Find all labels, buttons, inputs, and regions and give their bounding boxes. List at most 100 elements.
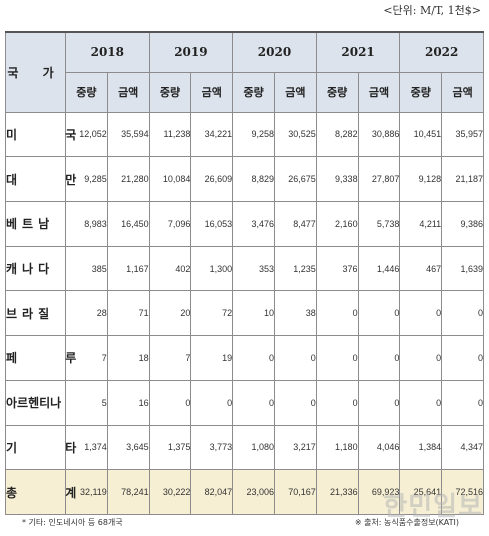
amount-cell: 30,525 — [273, 111, 317, 158]
amount-cell: 1,639 — [441, 245, 484, 292]
table-row: 미 국 12,052 35,594 11,238 34,221 9,258 30,525 8,… — [5, 111, 484, 158]
volume-cell: 0 — [315, 290, 359, 337]
country-name: 미 국 — [5, 111, 76, 158]
year-header-2019: 2019 — [148, 31, 234, 73]
amount-cell: 0 — [273, 335, 317, 381]
amount-cell: 0 — [190, 379, 234, 426]
country-name: 총 계 — [5, 469, 76, 515]
amount-cell: 19 — [190, 335, 234, 381]
volume-cell: 353 — [232, 245, 275, 292]
amount-cell: 8,477 — [273, 200, 317, 247]
country-name: 페 루 — [5, 335, 76, 381]
volume-cell: 3,476 — [232, 200, 275, 247]
footnote-source: ※ 출처: 농식품수출정보(KATI) — [354, 518, 459, 527]
country-name: 대 만 — [5, 156, 76, 202]
volume-cell: 0 — [315, 379, 359, 426]
amount-cell: 26,609 — [190, 156, 234, 202]
amount-cell: 70,167 — [273, 469, 317, 515]
volume-cell: 25,641 — [399, 469, 443, 515]
volume-cell: 1,180 — [315, 424, 359, 471]
volume-cell: 0 — [399, 379, 443, 426]
volume-cell: 7 — [148, 335, 192, 381]
amount-cell: 1,167 — [106, 245, 150, 292]
table-row: 브라질 28 71 20 72 10 38 0 0 0 0 — [5, 290, 484, 337]
table-row: 베트남 8,983 16,450 7,096 16,053 3,476 8,477 2,160… — [5, 200, 484, 247]
volume-cell: 1,080 — [232, 424, 275, 471]
amount-cell: 38 — [273, 290, 317, 337]
amount-cell: 26,675 — [273, 156, 317, 202]
volume-cell: 32,119 — [65, 469, 108, 515]
volume-cell: 385 — [65, 245, 108, 292]
amount-cell: 1,300 — [190, 245, 234, 292]
volume-cell: 0 — [315, 335, 359, 381]
amount-cell: 34,221 — [190, 111, 234, 158]
unit-label: <단위: M/T, 1천$> — [383, 4, 481, 17]
volume-cell: 0 — [399, 290, 443, 337]
volume-cell: 2,160 — [315, 200, 359, 247]
volume-header: 중량 — [65, 71, 108, 113]
amount-header: 금액 — [273, 71, 317, 113]
amount-cell: 71 — [106, 290, 150, 337]
amount-cell: 35,957 — [441, 111, 484, 158]
watermark-logo: 한민일보 — [383, 492, 483, 522]
country-column-header: 국 가 — [5, 31, 66, 113]
volume-cell: 8,282 — [315, 111, 359, 158]
amount-cell: 1,235 — [273, 245, 317, 292]
amount-cell: 82,047 — [190, 469, 234, 515]
amount-cell: 1,446 — [357, 245, 401, 292]
total-row: 총 계 32,119 78,241 30,222 82,047 23,006 70,167 2… — [5, 469, 484, 515]
volume-cell: 11,238 — [148, 111, 192, 158]
volume-cell: 9,258 — [232, 111, 275, 158]
volume-cell: 0 — [148, 379, 192, 426]
year-header-2020: 2020 — [232, 31, 317, 73]
country-name: 베트남 — [5, 200, 66, 247]
volume-header: 중량 — [232, 71, 275, 113]
year-header-2018: 2018 — [65, 31, 150, 73]
volume-cell: 8,829 — [232, 156, 275, 202]
volume-cell: 467 — [399, 245, 443, 292]
amount-cell: 16 — [106, 379, 150, 426]
amount-cell: 16,450 — [106, 200, 150, 247]
amount-cell: 72 — [190, 290, 234, 337]
volume-header: 중량 — [315, 71, 359, 113]
amount-cell: 0 — [357, 335, 401, 381]
volume-cell: 9,338 — [315, 156, 359, 202]
volume-header: 중량 — [399, 71, 443, 113]
amount-cell: 27,807 — [357, 156, 401, 202]
volume-cell: 30,222 — [148, 469, 192, 515]
amount-cell: 21,280 — [106, 156, 150, 202]
volume-cell: 20 — [148, 290, 192, 337]
amount-cell: 4,046 — [357, 424, 401, 471]
amount-cell: 0 — [441, 290, 484, 337]
volume-cell: 376 — [315, 245, 359, 292]
amount-cell: 30,886 — [357, 111, 401, 158]
volume-cell: 1,375 — [148, 424, 192, 471]
amount-cell: 78,241 — [106, 469, 150, 515]
amount-cell: 16,053 — [190, 200, 234, 247]
amount-header: 금액 — [106, 71, 150, 113]
volume-cell: 7,096 — [148, 200, 192, 247]
amount-cell: 0 — [273, 379, 317, 426]
volume-cell: 21,336 — [315, 469, 359, 515]
country-name: 브라질 — [5, 290, 66, 337]
volume-cell: 8,983 — [65, 200, 108, 247]
volume-cell: 28 — [65, 290, 108, 337]
volume-cell: 1,384 — [399, 424, 443, 471]
country-name: 기 타 — [5, 424, 76, 471]
volume-cell: 10,451 — [399, 111, 443, 158]
volume-cell: 0 — [232, 379, 275, 426]
volume-header: 중량 — [148, 71, 192, 113]
amount-cell: 18 — [106, 335, 150, 381]
table-row: 대 만 9,285 21,280 10,084 26,609 8,829 26,675 9,3… — [5, 156, 484, 202]
amount-cell: 4,347 — [441, 424, 484, 471]
year-header-2022: 2022 — [399, 31, 484, 73]
amount-cell: 0 — [357, 379, 401, 426]
amount-header: 금액 — [357, 71, 401, 113]
amount-cell: 0 — [357, 290, 401, 337]
volume-cell: 0 — [232, 335, 275, 381]
table-row: 페 루 7 18 7 19 0 0 0 0 0 0 — [5, 335, 484, 381]
export-table: 국 가 2018 2019 2020 2021 2022 중량 금액 중량 금액… — [5, 31, 484, 515]
footnote-others: * 기타: 인도네시아 등 68개국 — [22, 518, 123, 527]
amount-header: 금액 — [441, 71, 484, 113]
amount-cell: 5,738 — [357, 200, 401, 247]
